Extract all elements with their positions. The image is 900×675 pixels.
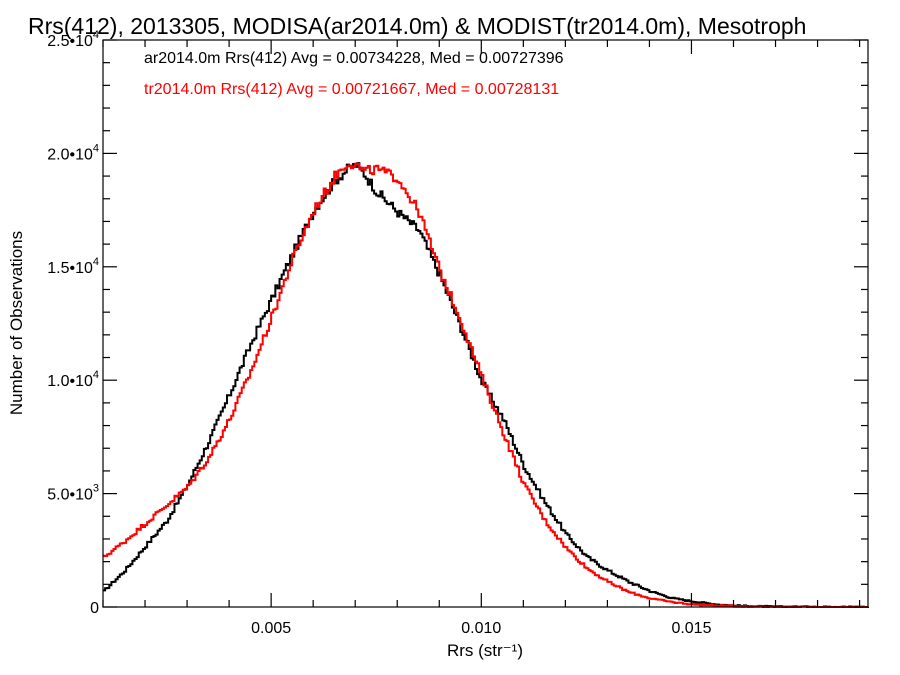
y-tick-label: 0 (90, 600, 99, 617)
y-axis-ticks: 0 5.0•103 1.0•104 1.5•104 2.0•104 2.5•104 (47, 29, 868, 617)
series-line-tr2014 (103, 162, 868, 608)
legend: ar2014.0m Rrs(412) Avg = 0.00734228, Med… (144, 50, 564, 98)
y-tick-label: 5.0•103 (47, 483, 99, 504)
x-axis-ticks: 0.005 0.010 0.015 (102, 40, 861, 637)
x-tick-label: 0.005 (251, 620, 291, 637)
legend-entry-ar: ar2014.0m Rrs(412) Avg = 0.00734228, Med… (144, 50, 564, 67)
y-tick-label: 1.5•104 (47, 256, 99, 277)
y-tick-label: 2.0•104 (47, 142, 99, 163)
chart-title: Rrs(412), 2013305, MODISA(ar2014.0m) & M… (28, 13, 806, 39)
plot-frame (102, 39, 869, 608)
y-tick-label: 2.5•104 (47, 29, 99, 50)
plot-area: 0.005 0.010 0.015 0 5.0•103 1.0•104 1.5•104 2.… (47, 29, 869, 637)
y-tick-label: 1.0•104 (47, 369, 99, 390)
x-axis-label: Rrs (str⁻¹) (447, 641, 523, 660)
x-tick-label: 0.015 (671, 620, 711, 637)
series-layer (103, 162, 869, 608)
x-tick-label: 0.010 (461, 620, 501, 637)
legend-entry-tr: tr2014.0m Rrs(412) Avg = 0.00721667, Med… (144, 81, 559, 98)
y-axis-label: Number of Observations (7, 231, 26, 415)
